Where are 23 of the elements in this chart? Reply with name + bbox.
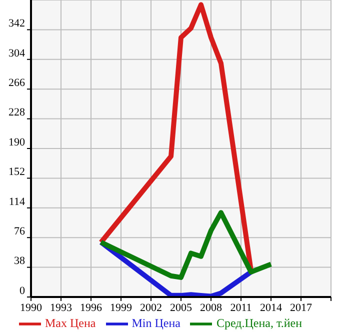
x-tick-label: 2008 <box>200 302 222 314</box>
x-tick-label: 2005 <box>170 302 192 314</box>
x-tick-label: 1993 <box>50 302 72 314</box>
y-tick-label: 304 <box>8 47 26 60</box>
x-tick-label: 2002 <box>140 302 162 314</box>
y-tick-label: 76 <box>14 226 26 238</box>
x-tick-label: 2011 <box>230 302 252 314</box>
legend-label: Max Цена <box>44 316 96 330</box>
y-tick-label: 38 <box>14 255 26 268</box>
legend-label: Min Цена <box>132 316 180 330</box>
y-tick-label: 342 <box>8 18 25 30</box>
x-tick-label: 1996 <box>80 302 102 314</box>
x-tick-label: 1999 <box>110 302 132 314</box>
y-tick-label: 266 <box>8 77 26 90</box>
y-tick-label: 152 <box>8 166 25 178</box>
legend-label: Сред.Цена, т.йен <box>216 316 302 330</box>
y-tick-label: 228 <box>8 106 26 119</box>
x-tick-label: 2014 <box>260 302 282 314</box>
y-tick-label: 190 <box>8 136 26 148</box>
x-tick-label: 2017 <box>290 302 312 314</box>
y-tick-label: 0 <box>20 284 26 297</box>
x-tick-label: 1990 <box>20 302 42 314</box>
y-tick-label: 114 <box>8 196 26 208</box>
